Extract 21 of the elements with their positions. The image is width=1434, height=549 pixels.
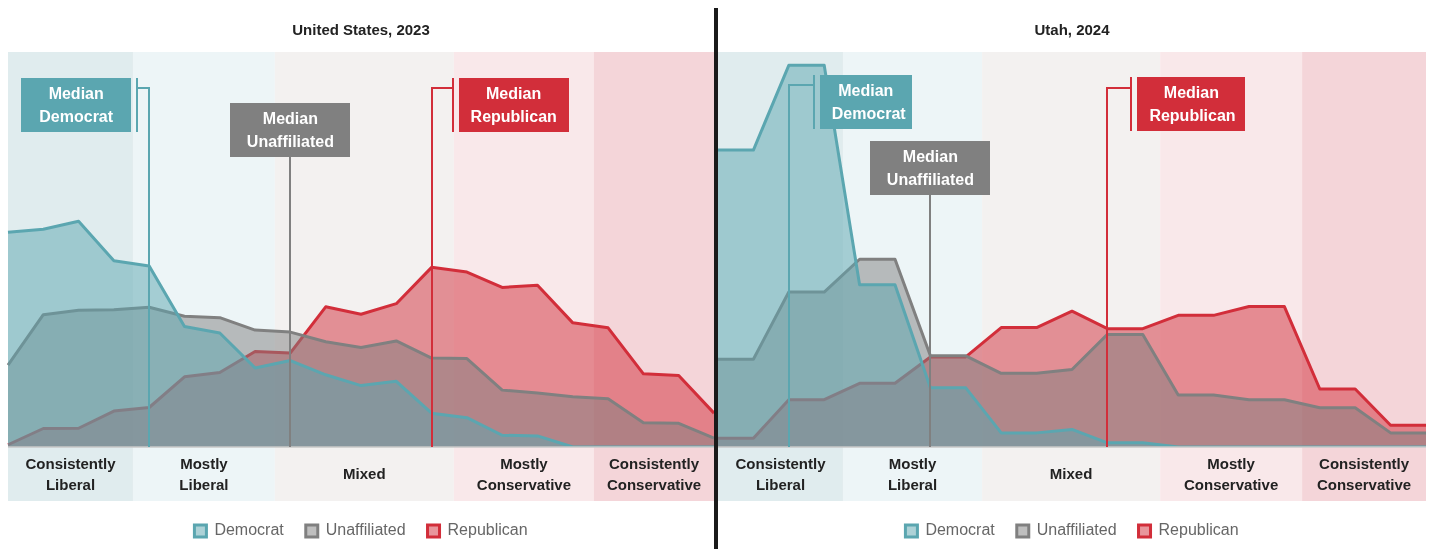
chart-title: United States, 2023 (292, 21, 430, 39)
legend-label: Democrat (925, 521, 996, 539)
text: Mixed (1049, 465, 1093, 483)
text: Mixed (343, 465, 386, 483)
text: Consistently Conservative (1316, 454, 1412, 493)
text: Mostly Conservative (476, 454, 572, 493)
annotation: Median Unaffiliated (870, 141, 991, 195)
text: Consistently Conservative (606, 454, 702, 493)
annotation: Median Democrat (819, 75, 912, 129)
legend-label: Unaffiliated (1036, 521, 1117, 539)
text: Consistently Liberal (25, 454, 117, 493)
legend-label: Republican (447, 521, 528, 539)
text: Mostly Liberal (887, 454, 938, 493)
legend-label: Republican (1158, 521, 1239, 539)
legend-label: Democrat (214, 521, 285, 539)
text: Consistently Liberal (735, 454, 827, 493)
chart-title: Utah, 2024 (1034, 21, 1111, 39)
text: Mostly Liberal (179, 454, 229, 493)
legend-label: Unaffiliated (325, 521, 406, 539)
text: Mostly Conservative (1184, 454, 1279, 493)
annotation: Median Republican (1137, 77, 1246, 131)
